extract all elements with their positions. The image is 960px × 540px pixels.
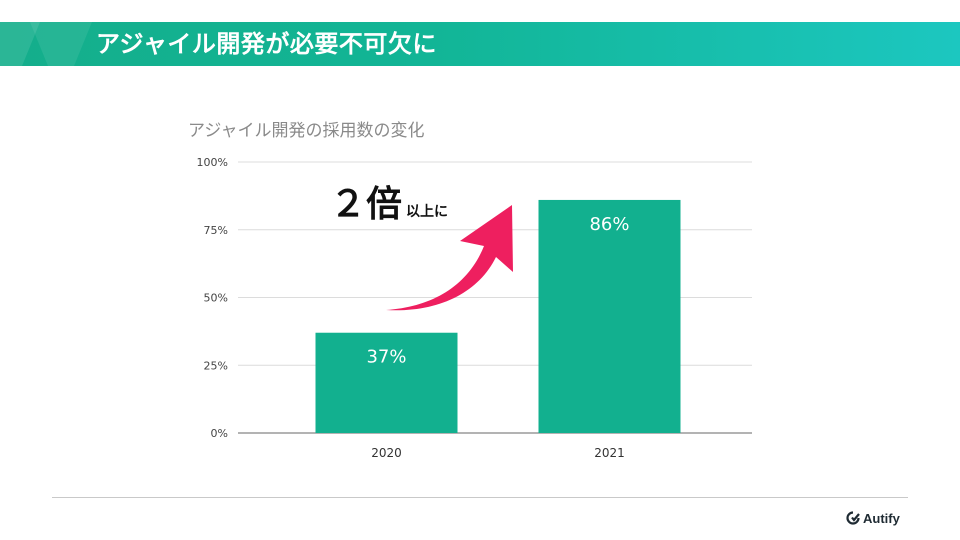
trend-arrow-icon [386,205,513,311]
y-tick-label: 75% [204,224,228,237]
y-tick-label: 25% [204,359,228,372]
bar-2021 [538,199,681,433]
y-axis-ticks: 0% 25% 50% 75% 100% [197,156,228,440]
x-axis-ticks: 2020 2021 [371,446,625,460]
y-tick-label: 100% [197,156,228,169]
bar-2020 [315,332,458,433]
bar-value-label: 86% [589,214,629,235]
slide-title: アジャイル開発が必要不可欠に [96,30,437,58]
callout-big-text: ２倍 [330,184,402,225]
y-tick-label: 50% [204,292,228,305]
chart-title: アジャイル開発の採用数の変化 [188,121,424,141]
brand-logo: Autify [846,509,900,527]
footer-divider [52,497,908,498]
banner-chevron-graphic [0,22,92,66]
bar-value-label: 37% [366,347,406,368]
title-banner: アジャイル開発が必要不可欠に [0,22,960,66]
y-tick-label: 0% [211,427,228,440]
brand-name: Autify [863,510,900,526]
x-tick-label: 2021 [594,446,625,460]
autify-logo-icon [846,511,860,525]
callout-annotation: ２倍 以上に [330,184,513,311]
callout-small-text: 以上に [406,204,448,220]
bars: 37% 86% [315,199,681,433]
x-tick-label: 2020 [371,446,402,460]
